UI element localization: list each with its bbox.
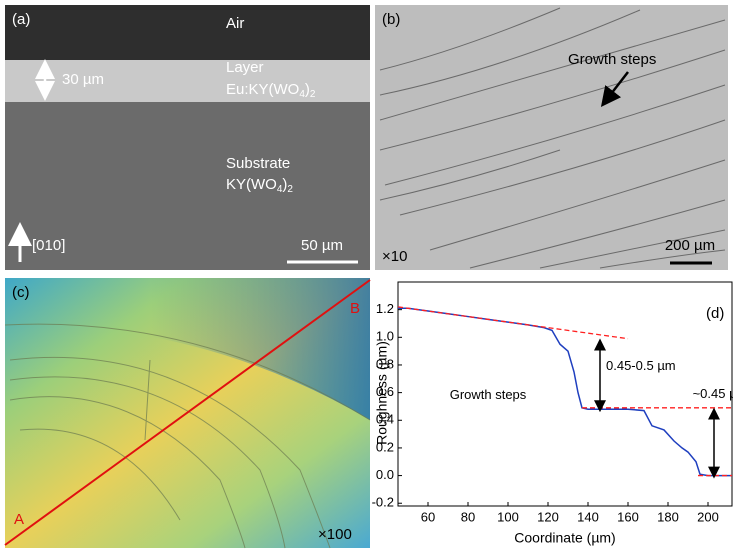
x-tick-label: 80 xyxy=(461,509,475,524)
layer-label: Layer xyxy=(226,59,264,76)
substrate-label: Substrate xyxy=(226,155,290,172)
scale-bar-label: 50 µm xyxy=(301,237,343,254)
x-tick-label: 60 xyxy=(421,509,435,524)
panel-label: (a) xyxy=(12,11,30,28)
annotation: Growth steps xyxy=(450,387,527,402)
point-a: A xyxy=(14,511,24,528)
panel-b: (b) Growth steps ×10 200 µm xyxy=(375,5,728,270)
panel-c: (c) A B ×100 xyxy=(5,278,370,548)
x-tick-label: 200 xyxy=(697,509,719,524)
y-tick-label: 0.8 xyxy=(376,356,394,371)
x-tick-label: 140 xyxy=(577,509,599,524)
annotation: ~0.45 µm xyxy=(693,386,733,401)
page: (a) Air 30 µm Layer Eu:KY(WO4)2 Substrat… xyxy=(0,0,733,550)
panel-label: (d) xyxy=(706,305,724,322)
scale-bar-label: 200 µm xyxy=(665,237,715,254)
point-b: B xyxy=(350,300,360,317)
y-tick-label: -0.2 xyxy=(372,495,394,510)
growth-steps-label: Growth steps xyxy=(568,51,656,68)
y-tick-label: 1.2 xyxy=(376,301,394,316)
thickness-label: 30 µm xyxy=(62,71,104,88)
air-region xyxy=(5,5,370,60)
x-tick-label: 120 xyxy=(537,509,559,524)
y-tick-label: 0.0 xyxy=(376,467,394,482)
panel-a: (a) Air 30 µm Layer Eu:KY(WO4)2 Substrat… xyxy=(5,5,370,270)
y-tick-label: 0.4 xyxy=(376,412,394,427)
x-tick-label: 160 xyxy=(617,509,639,524)
x-tick-label: 180 xyxy=(657,509,679,524)
profile-line xyxy=(398,308,732,475)
panel-label: (b) xyxy=(382,11,400,28)
magnification: ×10 xyxy=(382,248,407,265)
y-tick-label: 0.6 xyxy=(376,384,394,399)
y-tick-label: 0.2 xyxy=(376,439,394,454)
air-label: Air xyxy=(226,15,244,32)
x-axis-title: Coordinate (µm) xyxy=(514,530,615,546)
panel-label: (c) xyxy=(12,284,30,301)
substrate-formula: KY(WO4)2 xyxy=(226,176,293,195)
direction-label: [010] xyxy=(32,237,65,254)
magnification: ×100 xyxy=(318,526,352,543)
annotation: 0.45-0.5 µm xyxy=(606,358,676,373)
y-tick-label: 1.0 xyxy=(376,329,394,344)
fit-line xyxy=(398,307,628,339)
plot-frame xyxy=(398,282,732,506)
x-tick-label: 100 xyxy=(497,509,519,524)
figure: (a) Air 30 µm Layer Eu:KY(WO4)2 Substrat… xyxy=(0,0,733,550)
